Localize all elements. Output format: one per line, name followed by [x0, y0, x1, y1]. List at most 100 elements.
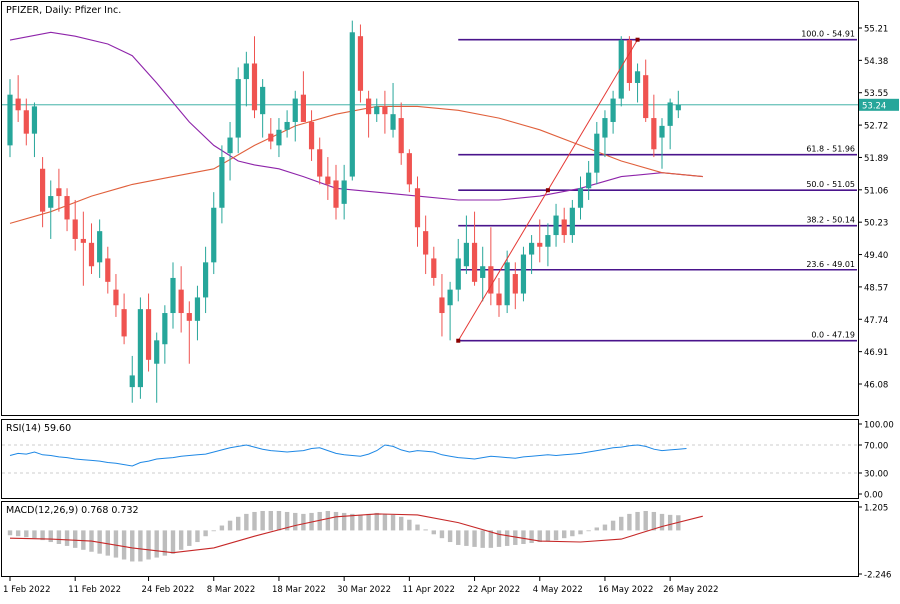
macd-histogram-bar	[488, 530, 494, 548]
macd-histogram-bar	[203, 530, 208, 537]
price-y-tick-label: 51.89	[864, 154, 888, 164]
x-tick-label: 22 Apr 2022	[468, 585, 521, 595]
macd-histogram-bar	[244, 513, 249, 531]
macd-histogram-bar	[64, 530, 70, 546]
candle-body	[480, 266, 486, 278]
candle-body	[406, 153, 412, 185]
candle-body	[496, 293, 502, 306]
x-tick-label: 30 Mar 2022	[337, 585, 391, 595]
x-tick-label: 1 Feb 2022	[3, 585, 51, 595]
macd-histogram-bar	[187, 530, 192, 546]
price-y-tick-label: 49.40	[864, 251, 888, 261]
macd-histogram-bar	[178, 530, 184, 550]
macd-pane[interactable]	[7, 510, 703, 562]
macd-histogram-bar	[627, 513, 632, 531]
macd-histogram-bar	[496, 530, 502, 547]
candle-body	[577, 188, 584, 208]
axes: 55.21 54.38 53.55 52.72 51.89 51.06 50.23 49.40…	[3, 25, 899, 595]
candle-body	[129, 375, 135, 388]
candle-body	[594, 133, 600, 173]
fib-level-label: 100.0 - 54.91	[801, 30, 855, 39]
macd-histogram-bar	[56, 530, 62, 544]
candle-body	[341, 180, 347, 204]
current-price-label: 53.24	[862, 101, 886, 111]
macd-histogram-bar	[81, 530, 86, 550]
macd-histogram-bar	[374, 512, 379, 531]
macd-histogram-bar	[447, 530, 453, 543]
candle-body	[414, 188, 421, 228]
candle-body	[325, 176, 331, 185]
trend-anchor-point	[456, 338, 461, 343]
candle-body	[537, 242, 543, 247]
x-tick-label: 11 Apr 2022	[402, 585, 455, 595]
candle-body	[7, 94, 13, 146]
candle-body	[455, 258, 461, 290]
trend-mid-point	[545, 188, 550, 193]
price-y-tick-label: 48.57	[864, 283, 888, 293]
rsi-pane[interactable]	[2, 444, 858, 474]
candle-body	[512, 274, 518, 294]
candle-body	[186, 313, 192, 321]
x-tick-label: 4 May 2022	[533, 585, 583, 595]
fib-level-label: 61.8 - 51.96	[806, 145, 855, 154]
trend-anchor-point	[635, 37, 640, 42]
x-tick-label: 26 May 2022	[663, 585, 718, 595]
macd-histogram-bar	[358, 514, 363, 531]
macd-histogram-bar	[130, 530, 135, 562]
macd-histogram-bar	[154, 530, 159, 558]
rsi-y-tick-label: 0.00	[864, 491, 883, 501]
macd-pane-frame	[1, 501, 859, 577]
macd-histogram-bar	[529, 530, 534, 544]
x-tick-label: 16 May 2022	[598, 585, 653, 595]
macd-histogram-bar	[113, 530, 119, 558]
price-pane[interactable]: 100.0 - 54.91 61.8 - 51.96 50.0 - 51.05 38.…	[2, 20, 858, 403]
macd-histogram-bar	[545, 530, 551, 542]
macd-histogram-bar	[121, 530, 127, 560]
macd-histogram-bar	[521, 530, 526, 544]
macd-histogram-bar	[24, 530, 29, 538]
candle-body	[423, 231, 429, 255]
x-tick-label: 11 Feb 2022	[68, 585, 121, 595]
macd-histogram-bar	[594, 527, 599, 531]
candle-body	[276, 129, 282, 146]
candle-body	[602, 118, 608, 138]
price-y-tick-label: 46.08	[864, 381, 888, 391]
macd-histogram-bar	[325, 510, 331, 531]
rsi-y-tick-label: 30.00	[864, 470, 888, 480]
candle-body	[72, 219, 78, 239]
macd-histogram-bar	[366, 513, 371, 531]
candle-body	[333, 180, 339, 208]
candle-body	[463, 242, 469, 267]
candle-body	[439, 297, 445, 314]
candle-body	[626, 40, 632, 83]
macd-histogram-bar	[602, 524, 608, 531]
candle-body	[113, 289, 119, 306]
macd-histogram-bar	[619, 516, 624, 531]
x-tick-label: 24 Feb 2022	[142, 585, 195, 595]
macd-histogram-bar	[170, 530, 176, 554]
candle-body	[227, 137, 233, 154]
candle-body	[56, 188, 62, 197]
candle-body	[553, 215, 559, 236]
macd-histogram-bar	[635, 511, 640, 531]
price-y-tick-label: 53.55	[864, 89, 888, 99]
price-y-tick-label: 52.72	[864, 122, 888, 132]
macd-histogram-bar	[40, 530, 45, 541]
macd-histogram-bar	[301, 513, 306, 531]
candle-body	[48, 196, 54, 208]
candle-body	[251, 63, 258, 111]
candle-body	[520, 254, 527, 294]
candle-body	[137, 309, 143, 388]
macd-histogram-bar	[252, 511, 257, 531]
x-tick-label: 8 Mar 2022	[207, 585, 255, 595]
macd-histogram-bar	[659, 513, 665, 531]
candle-body	[105, 258, 111, 282]
macd-histogram-bar	[570, 530, 575, 537]
candle-body	[23, 110, 29, 134]
candle-body	[529, 242, 535, 255]
price-y-tick-label: 51.06	[864, 186, 888, 196]
candle-body	[634, 71, 641, 83]
macd-histogram-bar	[236, 516, 241, 531]
